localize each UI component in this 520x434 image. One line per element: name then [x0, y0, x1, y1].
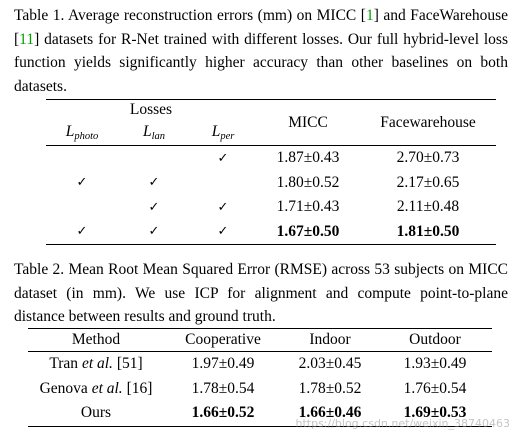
method-name: Genova et al. [16] [39, 379, 153, 397]
citation-link[interactable]: 11 [19, 30, 35, 48]
losses-table: Losses MICC Facewarehouse Lphoto Llan Lp… [46, 99, 496, 245]
table2-caption: Table 2. Mean Root Mean Squared Error (R… [14, 261, 508, 325]
indoor-value: 2.03±0.45 [298, 355, 362, 373]
facewarehouse-value: 1.81±0.50 [396, 222, 460, 240]
table1-caption: Table 1. Average reconstruction errors (… [14, 7, 508, 95]
landmark-loss-header: Llan [142, 122, 166, 142]
lan-check: ✓ [148, 224, 160, 240]
photo-check: ✓ [76, 224, 88, 240]
indoor-value: 1.78±0.52 [298, 379, 362, 397]
method-name: Ours [80, 404, 112, 422]
micc-value: 1.87±0.43 [276, 149, 340, 167]
table-row: ✓ ✓ ✓ 1.67±0.50 1.81±0.50 [46, 220, 496, 245]
photo-loss-header: Lphoto [65, 122, 99, 142]
perception-loss-header: Lper [211, 122, 235, 142]
indoor-value: 1.66±0.46 [298, 404, 362, 422]
micc-value: 1.71±0.43 [276, 198, 340, 216]
cooperative-value: 1.97±0.49 [191, 355, 255, 373]
per-check: ✓ [217, 199, 229, 215]
lan-check [118, 146, 190, 171]
outdoor-value: 1.69±0.53 [403, 404, 467, 422]
losses-group-header: Losses [129, 100, 173, 118]
facewarehouse-value: 2.11±0.48 [396, 198, 460, 216]
indoor-column-header: Indoor [309, 331, 351, 348]
per-check: ✓ [217, 150, 229, 166]
outdoor-value: 1.93±0.49 [403, 355, 467, 373]
citation-link[interactable]: 1 [365, 7, 374, 24]
photo-check [46, 146, 118, 171]
method-column-header: Method [71, 331, 121, 348]
photo-check [46, 195, 118, 220]
table-row: ✓ ✓ 1.80±0.52 2.17±0.65 [46, 171, 496, 196]
table-row: Tran et al. [51] 1.97±0.49 2.03±0.45 1.9… [28, 351, 492, 377]
micc-value: 1.80±0.52 [276, 173, 340, 191]
lan-check: ✓ [148, 199, 160, 215]
facewarehouse-value: 2.17±0.65 [396, 173, 460, 191]
outdoor-value: 1.76±0.54 [403, 379, 467, 397]
citation-link[interactable]: [16] [126, 379, 153, 397]
photo-check: ✓ [76, 175, 88, 191]
cooperative-column-header: Cooperative [185, 331, 261, 348]
facewarehouse-column-header: Facewarehouse [380, 113, 476, 131]
micc-column-header: MICC [288, 113, 328, 131]
cooperative-value: 1.66±0.52 [191, 404, 255, 422]
facewarehouse-value: 2.70±0.73 [396, 149, 460, 167]
citation-link[interactable]: [51] [116, 355, 143, 373]
watermark: https://blog.csdn.net/weixin_38740463 [295, 417, 510, 430]
table-row: Genova et al. [16] 1.78±0.54 1.78±0.52 1… [28, 377, 492, 402]
table-row: ✓ 1.87±0.43 2.70±0.73 [46, 145, 496, 171]
table-row: Ours 1.66±0.52 1.66±0.46 1.69±0.53 [28, 401, 492, 426]
per-check: ✓ [217, 224, 229, 240]
lan-check: ✓ [148, 175, 160, 191]
outdoor-column-header: Outdoor [409, 331, 461, 348]
table-row: ✓ ✓ 1.71±0.43 2.11±0.48 [46, 195, 496, 220]
rmse-table: Method Cooperative Indoor Outdoor Tran e… [28, 328, 492, 427]
micc-value: 1.67±0.50 [276, 222, 340, 240]
per-check [190, 171, 256, 196]
cooperative-value: 1.78±0.54 [191, 379, 255, 397]
method-name: Tran et al. [51] [49, 355, 143, 373]
